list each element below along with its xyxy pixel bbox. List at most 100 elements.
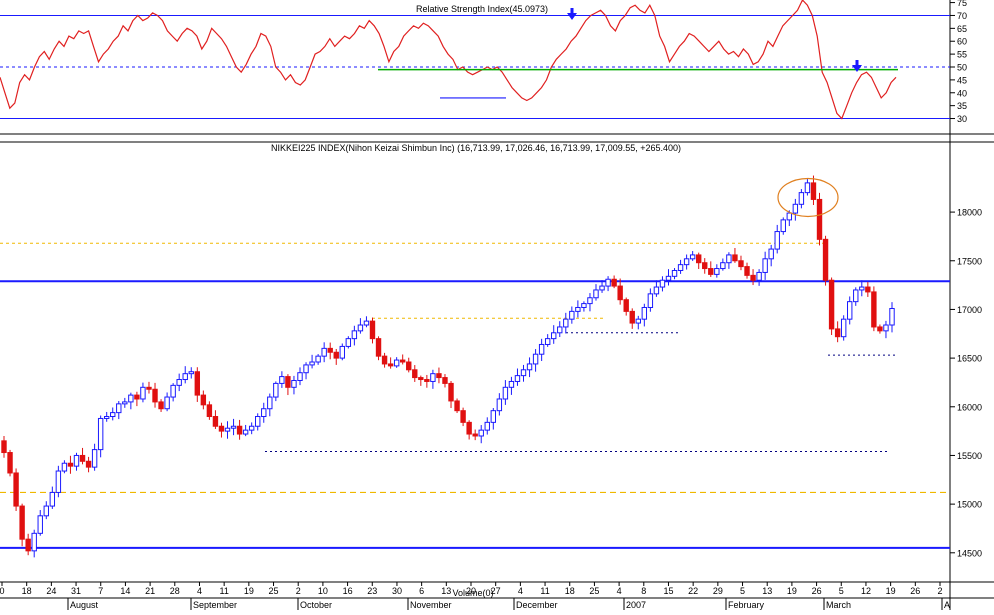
candle-body (816, 198, 823, 240)
candle-body (357, 324, 364, 332)
candle-body (702, 262, 708, 270)
candle-body (750, 274, 756, 281)
x-tick-label: 25 (269, 586, 279, 596)
x-tick-label: 26 (812, 586, 822, 596)
x-tick-label: 10 (318, 586, 328, 596)
candle-body (200, 394, 207, 406)
x-tick-label: 20 (466, 586, 476, 596)
candle-body (261, 408, 267, 418)
candle-body (430, 373, 436, 382)
candle-body (303, 364, 309, 374)
price-y-tick-label: 14500 (957, 548, 982, 558)
month-label: December (516, 600, 558, 610)
candle-body (212, 416, 219, 427)
x-tick-label: 16 (343, 586, 353, 596)
price-y-tick-label: 15000 (957, 500, 982, 510)
candle-body (502, 386, 509, 400)
candle-body (847, 301, 853, 320)
peak-highlight-ellipse (777, 177, 839, 218)
candle-body (677, 264, 684, 271)
candle-body (659, 279, 666, 288)
candle-body (563, 318, 569, 328)
rsi-y-tick-label: 35 (957, 101, 967, 111)
candle-body (61, 462, 68, 472)
price-y-tick-label: 16000 (957, 402, 982, 412)
candle-body (514, 375, 521, 382)
candle-body (726, 254, 732, 264)
month-label: February (728, 600, 765, 610)
candle-body (605, 278, 611, 287)
candle-body (363, 320, 370, 326)
month-label: 2007 (626, 600, 646, 610)
candle-body (436, 373, 442, 379)
candle-body (490, 410, 497, 423)
month-label: November (410, 600, 452, 610)
candle-body (569, 310, 575, 320)
candle-body (309, 361, 315, 366)
candle-body (49, 491, 56, 507)
candle-body (170, 384, 176, 398)
candle-body (146, 386, 152, 390)
candle-body (780, 219, 786, 233)
month-label: March (826, 600, 851, 610)
candle-body (671, 269, 678, 277)
candle-body (714, 268, 720, 275)
candle-body (339, 345, 345, 359)
x-tick-label: 2 (296, 586, 301, 596)
candle-body (538, 343, 545, 355)
rsi-y-tick-label: 65 (957, 24, 967, 34)
x-tick-label: 29 (713, 586, 723, 596)
candle-body (695, 254, 702, 264)
candle-body (472, 433, 478, 437)
x-tick-label: 4 (197, 586, 202, 596)
candle-body (665, 275, 672, 281)
x-tick-label: 6 (419, 586, 424, 596)
candle-body (593, 289, 599, 299)
candle-body (152, 388, 158, 403)
candle-body (285, 376, 291, 388)
candle-body (418, 377, 424, 381)
candle-body (97, 417, 104, 451)
candle-body (182, 373, 188, 381)
candle-body (617, 285, 623, 301)
candle-body (828, 279, 835, 330)
x-tick-label: 11 (219, 586, 228, 596)
x-tick-label: 5 (740, 586, 745, 596)
x-tick-label: 11 (540, 586, 549, 596)
price-y-tick-label: 15500 (957, 451, 982, 461)
candle-body (55, 470, 62, 493)
rsi-arrow-icon (567, 8, 577, 20)
candle-body (551, 332, 557, 340)
candle-body (689, 254, 696, 260)
candle-body (242, 429, 249, 435)
x-tick-label: 23 (367, 586, 377, 596)
candle-body (834, 328, 841, 338)
candle-body (188, 371, 194, 375)
price-y-tick-label: 18000 (957, 208, 982, 218)
x-tick-label: 25 (589, 586, 599, 596)
x-tick-label: 27 (491, 586, 501, 596)
candle-body (7, 452, 13, 474)
x-tick-label: 19 (244, 586, 254, 596)
candle-body (369, 320, 376, 340)
candle-body (798, 192, 805, 205)
candle-body (255, 416, 261, 427)
candle-body (822, 238, 829, 281)
candle-body (708, 268, 714, 275)
candle-body (351, 330, 358, 340)
candle-body (526, 363, 533, 371)
candle-body (623, 299, 629, 312)
candle-body (103, 416, 110, 419)
candle-body (224, 427, 231, 432)
candle-body (91, 449, 98, 468)
candle-body (345, 338, 352, 347)
rsi-y-tick-label: 30 (957, 114, 967, 124)
candle-body (865, 286, 871, 293)
candle-body (31, 532, 37, 552)
candle-body (230, 425, 237, 429)
candle-body (611, 278, 617, 287)
candle-body (13, 472, 19, 507)
candle-body (442, 377, 448, 384)
candle-body (466, 421, 472, 435)
